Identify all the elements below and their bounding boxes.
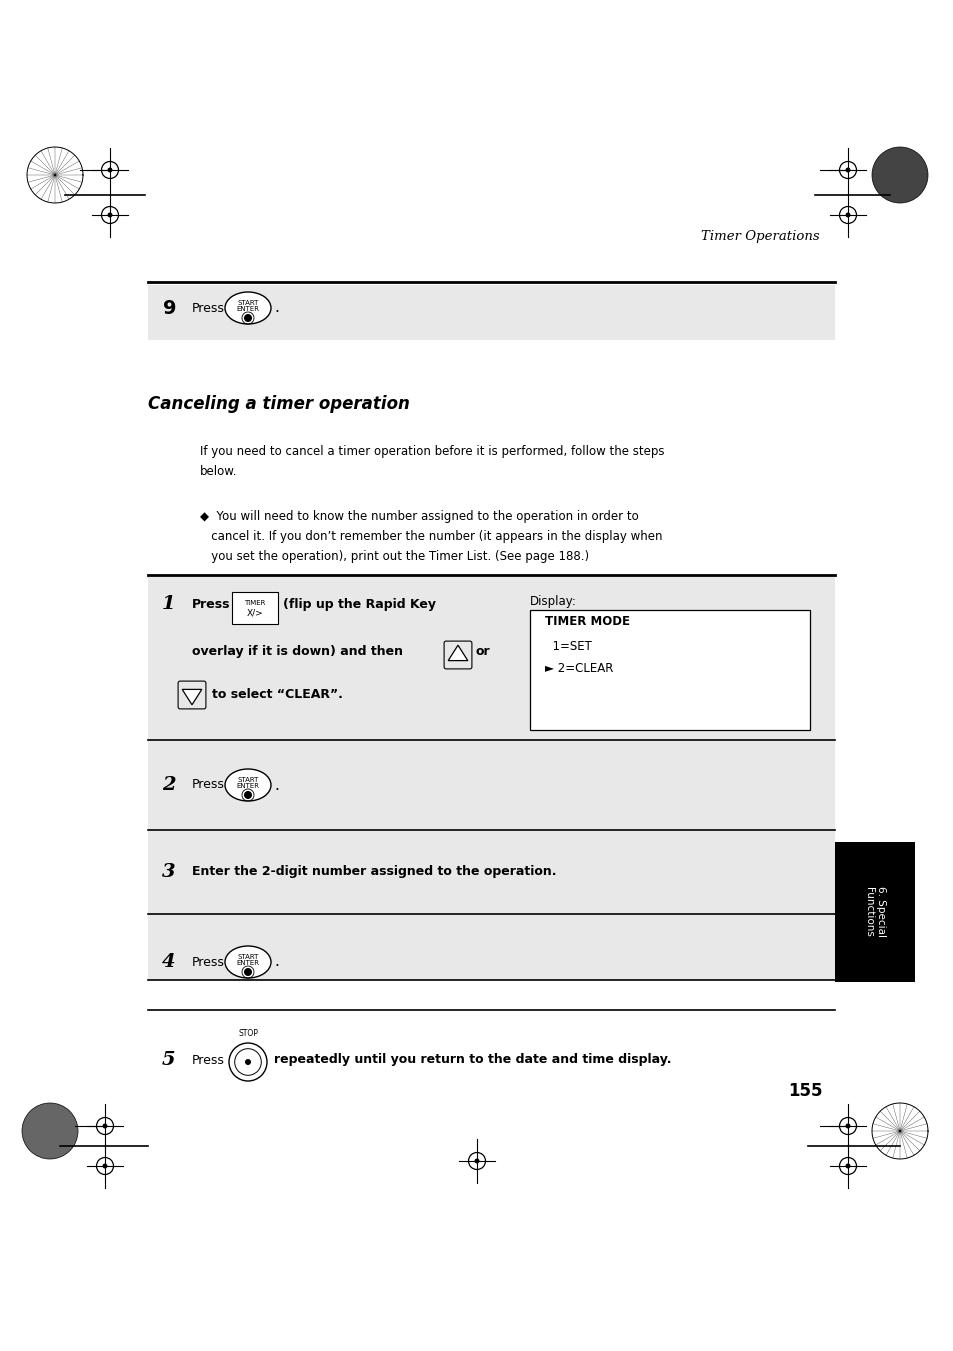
Text: Display:: Display:	[530, 594, 577, 608]
Bar	[834, 842, 914, 982]
Text: START: START	[237, 777, 258, 784]
Text: 2: 2	[162, 775, 175, 794]
Text: (flip up the Rapid Key: (flip up the Rapid Key	[283, 598, 436, 611]
Circle shape	[244, 790, 252, 798]
Text: overlay if it is down) and then: overlay if it is down) and then	[192, 644, 402, 658]
Text: TIMER: TIMER	[244, 600, 265, 607]
Circle shape	[844, 1163, 850, 1169]
Text: 4: 4	[162, 952, 175, 971]
Circle shape	[245, 1059, 251, 1065]
Text: .: .	[274, 955, 278, 970]
Ellipse shape	[225, 946, 271, 978]
Text: START: START	[237, 954, 258, 961]
Text: ENTER: ENTER	[236, 305, 259, 312]
Text: Press: Press	[192, 1054, 225, 1066]
Text: repeatedly until you return to the date and time display.: repeatedly until you return to the date …	[274, 1054, 671, 1066]
Text: Enter the 2-digit number assigned to the operation.: Enter the 2-digit number assigned to the…	[192, 866, 556, 878]
Text: Timer Operations: Timer Operations	[700, 230, 820, 243]
Text: below.: below.	[200, 465, 237, 478]
Circle shape	[108, 168, 112, 173]
Text: 1=SET: 1=SET	[544, 640, 591, 653]
Circle shape	[244, 969, 252, 975]
Circle shape	[108, 212, 112, 218]
Text: 9: 9	[163, 299, 176, 317]
Text: 155: 155	[787, 1082, 821, 1100]
Text: cancel it. If you don’t remember the number (it appears in the display when: cancel it. If you don’t remember the num…	[200, 530, 661, 543]
Text: Press: Press	[192, 598, 231, 611]
Text: 3: 3	[162, 863, 175, 881]
Text: X/>: X/>	[247, 608, 263, 617]
Text: to select “CLEAR”.: to select “CLEAR”.	[212, 688, 342, 701]
Text: STOP: STOP	[238, 1029, 257, 1038]
Circle shape	[474, 1159, 479, 1163]
Circle shape	[102, 1163, 108, 1169]
Circle shape	[871, 147, 927, 203]
Circle shape	[22, 1102, 78, 1159]
Text: .: .	[274, 777, 278, 793]
Bar	[148, 576, 834, 979]
Bar	[148, 285, 834, 340]
Text: ► 2=CLEAR: ► 2=CLEAR	[544, 662, 613, 676]
Circle shape	[844, 1124, 850, 1128]
Polygon shape	[448, 646, 467, 661]
Text: Canceling a timer operation: Canceling a timer operation	[148, 394, 410, 413]
Text: Press: Press	[192, 301, 225, 315]
Circle shape	[844, 212, 850, 218]
Ellipse shape	[225, 292, 271, 324]
Text: 1: 1	[162, 594, 175, 613]
Text: TIMER MODE: TIMER MODE	[544, 615, 629, 628]
Circle shape	[244, 313, 252, 322]
Text: ENTER: ENTER	[236, 784, 259, 789]
Polygon shape	[182, 689, 202, 705]
Text: If you need to cancel a timer operation before it is performed, follow the steps: If you need to cancel a timer operation …	[200, 444, 664, 458]
Text: .: .	[274, 300, 278, 316]
FancyBboxPatch shape	[232, 592, 277, 624]
Text: 5: 5	[162, 1051, 175, 1069]
Text: you set the operation), print out the Timer List. (See page 188.): you set the operation), print out the Ti…	[200, 550, 589, 563]
Text: Press: Press	[192, 778, 225, 792]
Ellipse shape	[225, 769, 271, 801]
Text: ◆  You will need to know the number assigned to the operation in order to: ◆ You will need to know the number assig…	[200, 509, 639, 523]
Text: ENTER: ENTER	[236, 961, 259, 966]
Circle shape	[102, 1124, 108, 1128]
Bar	[530, 611, 809, 730]
Text: 6. Special
Functions: 6. Special Functions	[862, 886, 885, 938]
Text: Press: Press	[192, 955, 225, 969]
Circle shape	[844, 168, 850, 173]
Circle shape	[229, 1043, 267, 1081]
Text: START: START	[237, 300, 258, 305]
Text: or: or	[476, 644, 490, 658]
